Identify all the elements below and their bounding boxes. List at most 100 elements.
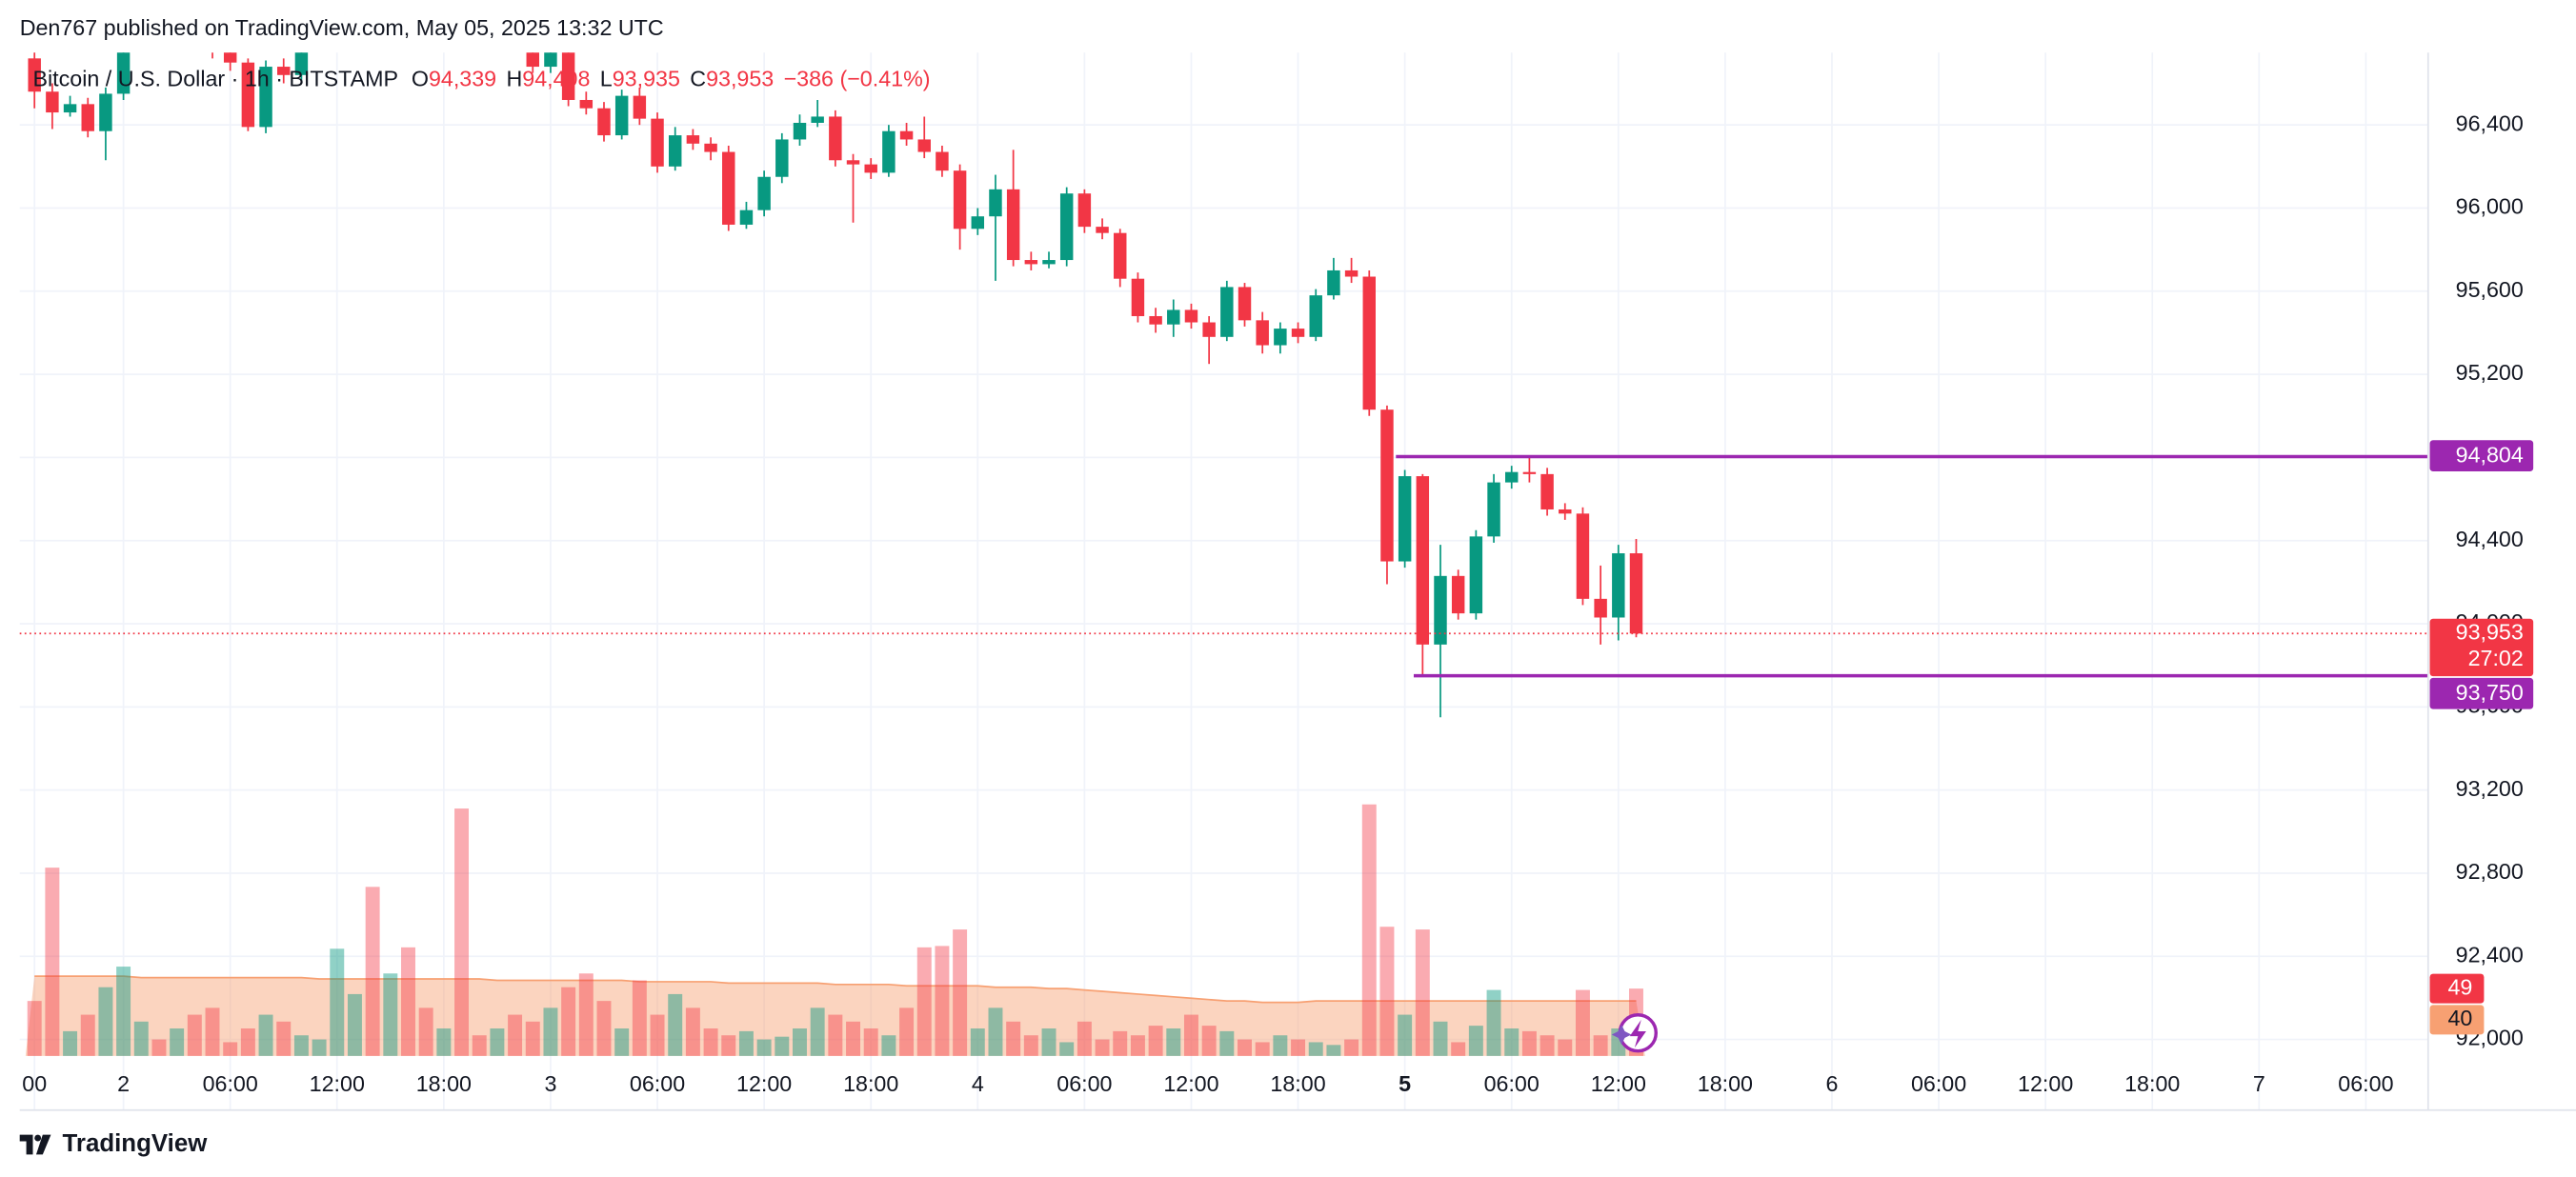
candle-body <box>793 122 807 140</box>
volume-bar <box>1540 1035 1555 1056</box>
volume-bar <box>240 1028 255 1056</box>
candle-body <box>846 160 860 165</box>
candle-body <box>1184 309 1198 323</box>
volume-bar <box>133 1021 149 1056</box>
volume-bar <box>1077 1021 1092 1056</box>
candle-body <box>1434 575 1447 645</box>
volume-bar <box>775 1036 790 1056</box>
x-tick-label: 12:00 <box>2018 1071 2073 1096</box>
candle-body <box>829 116 842 161</box>
candle-body <box>989 189 1002 217</box>
candle-body <box>99 93 112 131</box>
x-tick-label: 2 <box>117 1071 130 1096</box>
candle-body <box>294 52 309 75</box>
candle-body <box>1256 320 1269 346</box>
volume-bar <box>935 946 950 1056</box>
volume-bar <box>703 1028 718 1056</box>
volume-bar <box>863 1028 878 1056</box>
candle-body <box>1504 471 1519 483</box>
volume-bar <box>953 929 968 1056</box>
candle-body <box>1096 227 1109 233</box>
x-tick-label: 18:00 <box>843 1071 898 1096</box>
volume-bar <box>1379 927 1395 1056</box>
candle-body <box>1167 309 1180 325</box>
x-tick-label: 06:00 <box>1911 1071 1966 1096</box>
volume-bar <box>738 1030 754 1056</box>
volume-bar <box>1238 1039 1252 1056</box>
volume-bar <box>810 1007 825 1056</box>
candle-body <box>1220 287 1234 337</box>
x-tick-label: 12:00 <box>736 1071 792 1096</box>
overlays <box>19 454 2428 678</box>
candle-body <box>1416 476 1430 645</box>
volume-bar <box>1273 1035 1288 1056</box>
volume-bar <box>1398 1014 1413 1056</box>
candle-body <box>704 143 717 152</box>
volume-bar <box>1219 1030 1235 1056</box>
candle-body <box>1540 473 1554 509</box>
volume-bar <box>170 1028 185 1056</box>
volume-bar <box>45 868 60 1056</box>
x-tick-label: 12:00 <box>1163 1071 1218 1096</box>
level-tag <box>2429 440 2534 472</box>
candle-body <box>1612 553 1625 618</box>
x-tick-label: 00 <box>22 1071 47 1096</box>
countdown-label: 27:02 <box>2468 646 2524 670</box>
volume-bar <box>1006 1021 1021 1056</box>
x-tick-label: 06:00 <box>203 1071 258 1096</box>
last-price-label: 93,953 <box>2456 619 2524 644</box>
y-tick-label: 92,400 <box>2456 942 2524 967</box>
candle-body <box>1576 513 1590 599</box>
volume-bar <box>1504 1028 1519 1056</box>
y-tick-label: 95,200 <box>2456 360 2524 385</box>
volume-ma-area <box>25 976 1645 1056</box>
candle-body <box>1202 322 1216 337</box>
level-tag <box>2429 677 2534 709</box>
candle-body <box>1114 232 1127 279</box>
candle-body <box>668 135 682 167</box>
candle-body <box>81 104 94 131</box>
candle-body <box>259 67 272 128</box>
volume-bar <box>578 973 594 1056</box>
volume-bar <box>1558 1039 1573 1056</box>
volume-ma-label: 40 <box>2447 1006 2472 1030</box>
volume-bar <box>525 1021 540 1056</box>
legend-value: 94,408 <box>522 67 590 91</box>
flash-icon <box>1611 1013 1659 1053</box>
x-tick-label: 18:00 <box>1698 1071 1753 1096</box>
candle-body <box>526 52 539 68</box>
volume-bar <box>1166 1028 1181 1056</box>
volume-bar <box>1201 1026 1217 1056</box>
volume-bar <box>756 1039 772 1056</box>
volume-bar <box>881 1035 896 1056</box>
candle-body <box>1131 278 1145 316</box>
candle-body <box>63 104 77 113</box>
x-tick-label: 12:00 <box>310 1071 365 1096</box>
volume-bar <box>1023 1035 1038 1056</box>
volume-bar <box>80 1014 95 1056</box>
x-tick-label: 6 <box>1826 1071 1839 1096</box>
volume-bar <box>614 1028 630 1056</box>
volume-bar <box>27 1001 42 1056</box>
x-tick-label: 3 <box>544 1071 556 1096</box>
publisher-line: Den767 published on TradingView.com, May… <box>20 15 664 40</box>
candle-body <box>1362 276 1377 410</box>
volume-bar <box>899 1007 915 1056</box>
legend-value: 93,953 <box>706 67 774 91</box>
candle-body <box>686 135 700 144</box>
volume-bar <box>828 1014 843 1056</box>
volume-bar <box>347 993 362 1056</box>
candle-body <box>722 151 735 225</box>
volume-bar <box>846 1021 860 1056</box>
candle-body <box>1380 409 1394 562</box>
volume-bar <box>383 973 398 1056</box>
candle-body <box>882 130 896 173</box>
volume-bar <box>988 1007 1003 1056</box>
x-tick-label: 06:00 <box>2338 1071 2393 1096</box>
candle-body <box>1344 269 1358 277</box>
legend-change: −386 (−0.41%) <box>784 67 931 91</box>
candle-body <box>811 116 824 123</box>
candle-body <box>1059 193 1074 261</box>
volume-bar <box>1575 989 1590 1056</box>
